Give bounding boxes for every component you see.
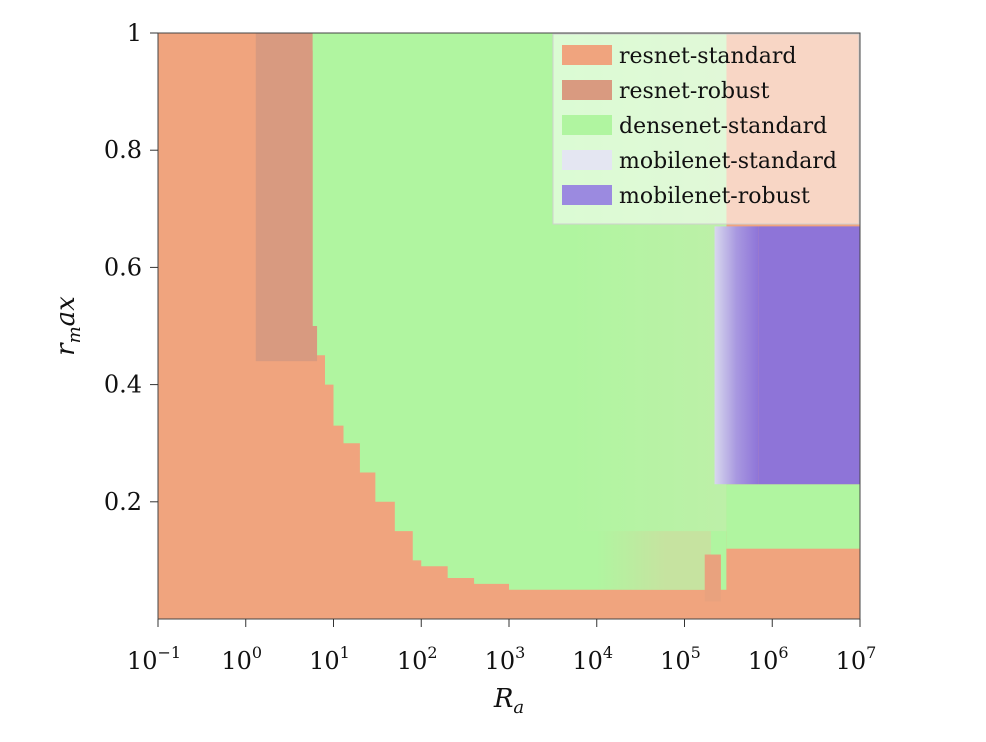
region-densenet-resnet-mix	[596, 531, 711, 590]
x-axis-label: Ra	[493, 684, 524, 718]
legend-swatch	[562, 115, 612, 135]
x-tick-label: 104	[572, 643, 613, 675]
y-axis: 0.2 0.4 0.6 0.8 1	[104, 19, 158, 516]
x-tick-label: 101	[309, 643, 350, 675]
legend-swatch	[562, 185, 612, 205]
legend-label: mobilenet-standard	[619, 149, 837, 174]
y-tick-label: 1	[127, 19, 142, 47]
legend-swatch	[562, 150, 612, 170]
x-tick-label: 105	[660, 643, 701, 675]
region-resnet-narrow-strip	[704, 554, 721, 602]
y-tick-label: 0.4	[104, 371, 142, 399]
x-tick-label: 107	[836, 643, 877, 675]
region-mobilenet-robust	[758, 226, 860, 485]
y-axis-label: rmax	[51, 296, 85, 356]
region-densenet-narrow-strip	[312, 33, 321, 51]
y-tick-label: 0.2	[104, 488, 142, 516]
legend-swatch	[562, 80, 612, 100]
legend: resnet-standard resnet-robust densenet-sta…	[552, 33, 860, 225]
y-tick-label: 0.6	[104, 253, 142, 281]
region-densenet-standard-right-band	[726, 484, 860, 549]
legend-label: densenet-standard	[619, 114, 827, 139]
y-tick-label: 0.8	[104, 136, 142, 164]
region-resnet-robust	[255, 33, 318, 362]
x-tick-label: 106	[748, 643, 789, 675]
x-axis: 10−1 100 101 102 103 104 105 106 107	[127, 619, 876, 675]
x-tick-label: 103	[485, 643, 526, 675]
legend-label: resnet-standard	[619, 44, 797, 69]
legend-label: resnet-robust	[619, 79, 770, 104]
legend-label: mobilenet-robust	[619, 184, 810, 209]
region-mobilenet-transition	[714, 226, 759, 485]
legend-swatch	[562, 45, 612, 65]
x-tick-label: 10−1	[127, 643, 181, 675]
x-tick-label: 100	[221, 643, 262, 675]
x-tick-label: 102	[397, 643, 438, 675]
